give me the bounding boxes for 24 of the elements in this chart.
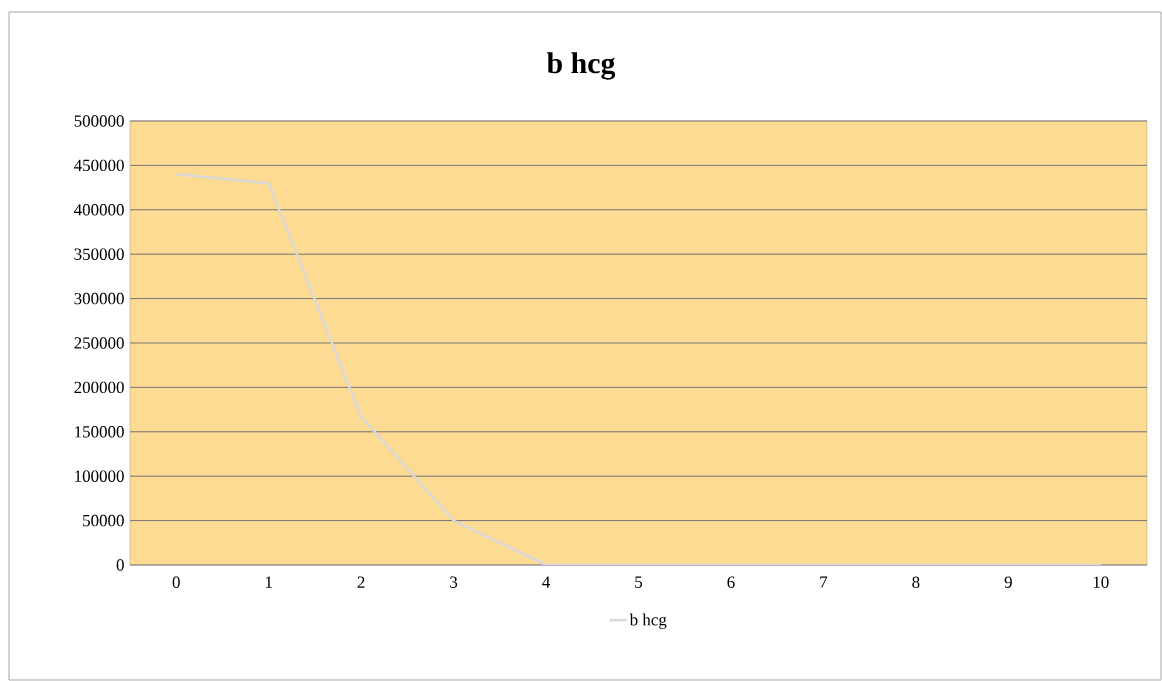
y-tick-label: 300000 [74, 292, 124, 305]
y-tick-label: 150000 [75, 426, 124, 438]
x-tick-label: 9 [1004, 576, 1012, 588]
x-tick-label: 1 [265, 576, 272, 588]
x-tick-label: 3 [450, 576, 458, 588]
y-tick-label: 0 [116, 559, 124, 571]
y-tick-label: 50000 [83, 514, 124, 527]
x-tick-label: 2 [357, 576, 365, 588]
y-tick-label: 400000 [74, 204, 124, 216]
x-tick-label: 7 [820, 576, 828, 588]
x-tick-label: 4 [542, 576, 551, 588]
y-tick-label: 200000 [74, 381, 124, 394]
y-tick-label: 450000 [74, 159, 124, 172]
y-tick-label: 350000 [74, 248, 124, 260]
x-tick-label: 8 [912, 576, 920, 588]
y-tick-label: 100000 [75, 470, 124, 482]
y-tick-label: 500000 [74, 115, 124, 127]
y-tick-label: 250000 [74, 337, 124, 349]
x-tick-label: 6 [727, 576, 735, 588]
x-tick-label: 5 [635, 576, 643, 588]
legend-label: b hcg [629, 613, 667, 629]
chart-title: b hcg [546, 52, 616, 80]
x-tick-label: 0 [172, 576, 180, 588]
x-tick-label: 10 [1093, 576, 1109, 588]
